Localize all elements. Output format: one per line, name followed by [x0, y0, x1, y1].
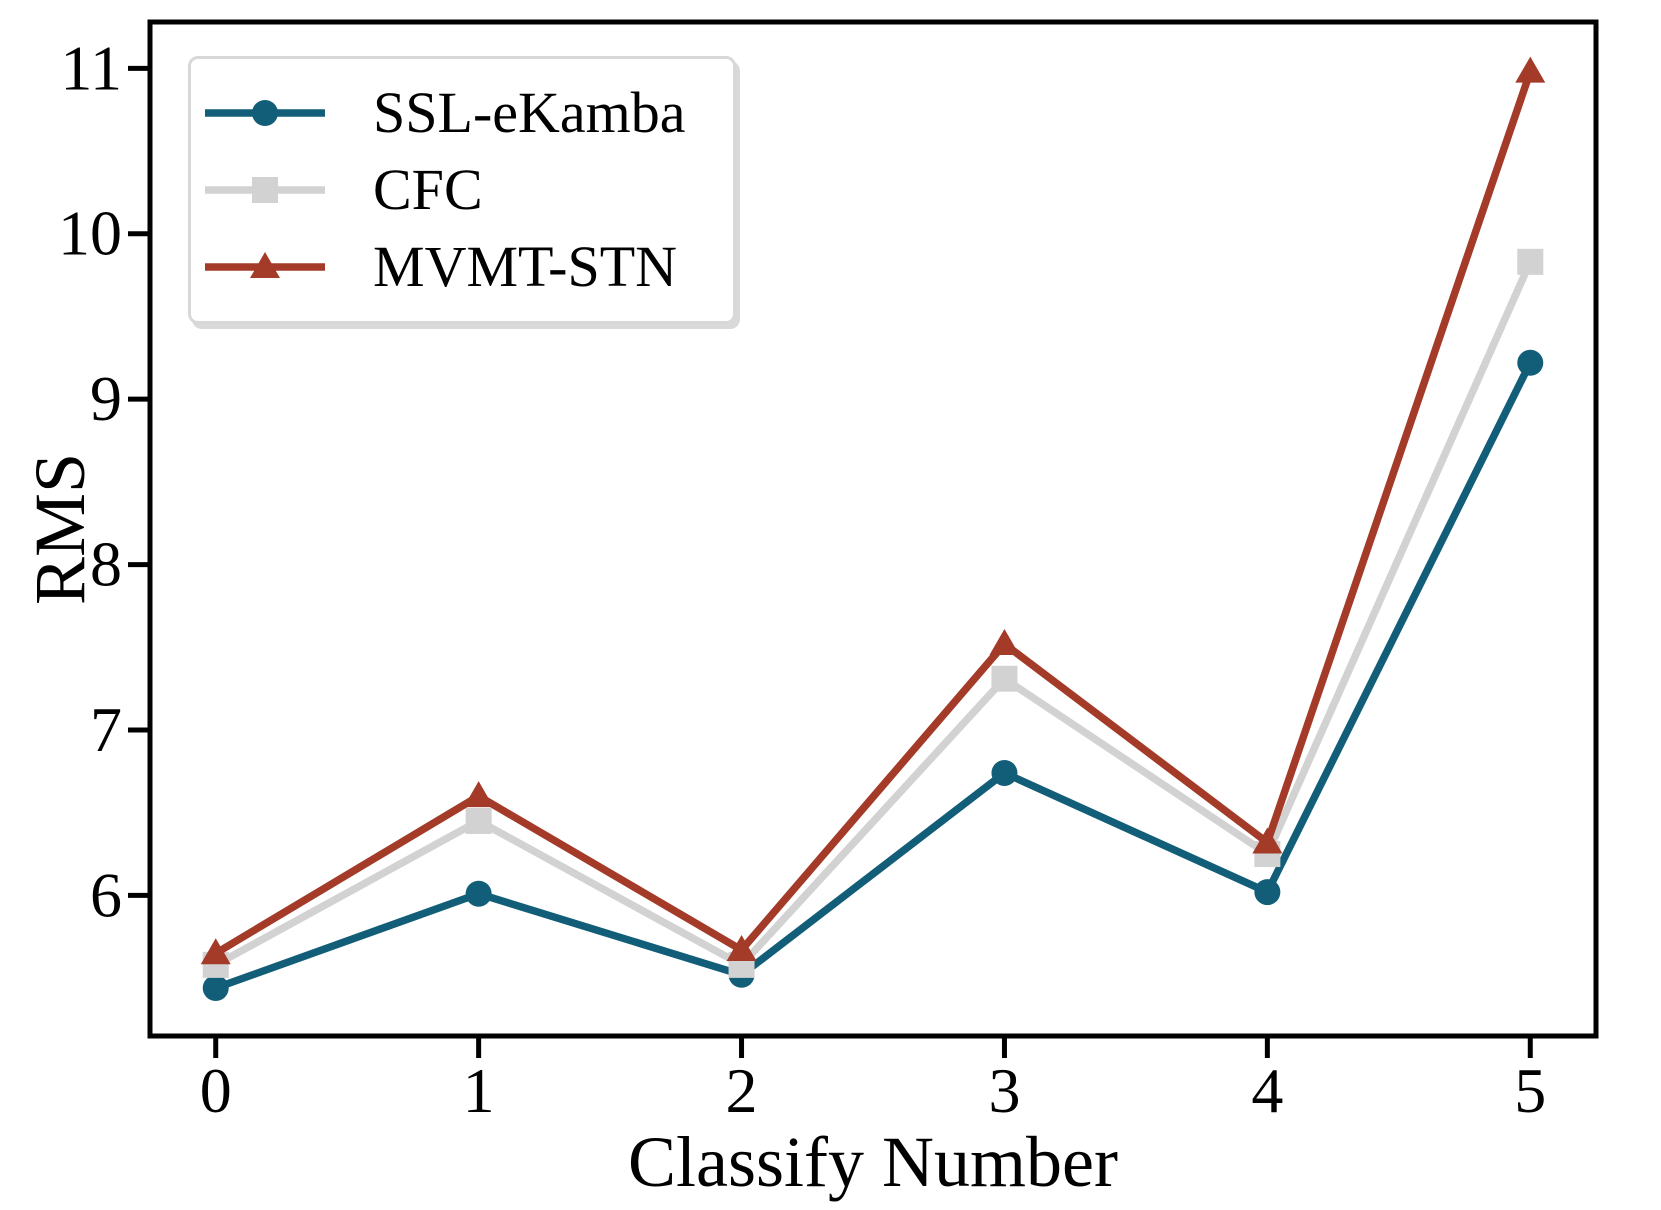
legend-item-cfc: CFC	[201, 161, 723, 219]
legend-marker-group	[252, 100, 278, 126]
data-point-marker-icon	[1517, 248, 1544, 275]
data-point-marker-icon	[465, 807, 492, 834]
data-point-marker-icon	[1254, 879, 1281, 906]
y-tick-label-7: 7	[90, 694, 122, 765]
plot-border	[147, 19, 1599, 1039]
x-axis-label: Classify Number	[628, 1122, 1118, 1202]
data-point-marker-icon	[991, 665, 1018, 692]
data-point-marker-icon	[465, 880, 492, 907]
x-tick-label-1: 1	[463, 1055, 495, 1126]
data-point-marker-icon	[1517, 349, 1544, 376]
circle-marker-icon	[252, 100, 278, 126]
y-tick-label-11: 11	[60, 32, 122, 103]
legend-sample-circle-icon	[205, 100, 325, 126]
y-tick-label-6: 6	[90, 859, 122, 930]
y-tick-label-10: 10	[58, 198, 122, 269]
x-tick-label-4: 4	[1251, 1055, 1283, 1126]
legend: SSL-eKamba CFC MVMT-STN	[188, 56, 736, 324]
x-tick-label-2: 2	[726, 1055, 758, 1126]
legend-item-mvmt-stn: MVMT-STN	[201, 238, 723, 296]
legend-label: MVMT-STN	[373, 234, 678, 299]
legend-sample-triangle-icon	[205, 252, 325, 278]
data-point-marker-icon	[991, 759, 1018, 786]
data-point-marker-icon	[202, 975, 229, 1002]
legend-label: SSL-eKamba	[373, 80, 686, 145]
data-point-marker-icon	[989, 628, 1020, 655]
data-point-marker-icon	[200, 938, 231, 965]
legend-label: CFC	[373, 157, 483, 222]
series-MVMT-STN	[200, 56, 1546, 965]
legend-marker-group	[250, 252, 280, 278]
x-tick-label-3: 3	[988, 1055, 1020, 1126]
y-tick-label-8: 8	[90, 529, 122, 600]
series-line	[211, 67, 1535, 958]
data-point-marker-icon	[1515, 56, 1546, 83]
data-point-marker-icon	[463, 781, 494, 808]
legend-sample-square-icon	[205, 177, 325, 203]
series-SSL-eKamba	[202, 349, 1544, 1002]
x-tick-label-0: 0	[200, 1055, 232, 1126]
triangle-marker-icon	[250, 252, 280, 278]
data-point-marker-icon	[1252, 827, 1283, 854]
square-marker-icon	[252, 177, 278, 203]
x-tick-label-5: 5	[1514, 1055, 1546, 1126]
series-line	[211, 258, 1535, 969]
y-tick-label-9: 9	[90, 363, 122, 434]
legend-item-ssl-ekamba: SSL-eKamba	[201, 84, 723, 142]
y-axis-label: RMS	[20, 453, 100, 605]
data-point-marker-icon	[726, 934, 757, 961]
legend-marker-group	[252, 177, 278, 203]
series-line	[211, 359, 1535, 992]
